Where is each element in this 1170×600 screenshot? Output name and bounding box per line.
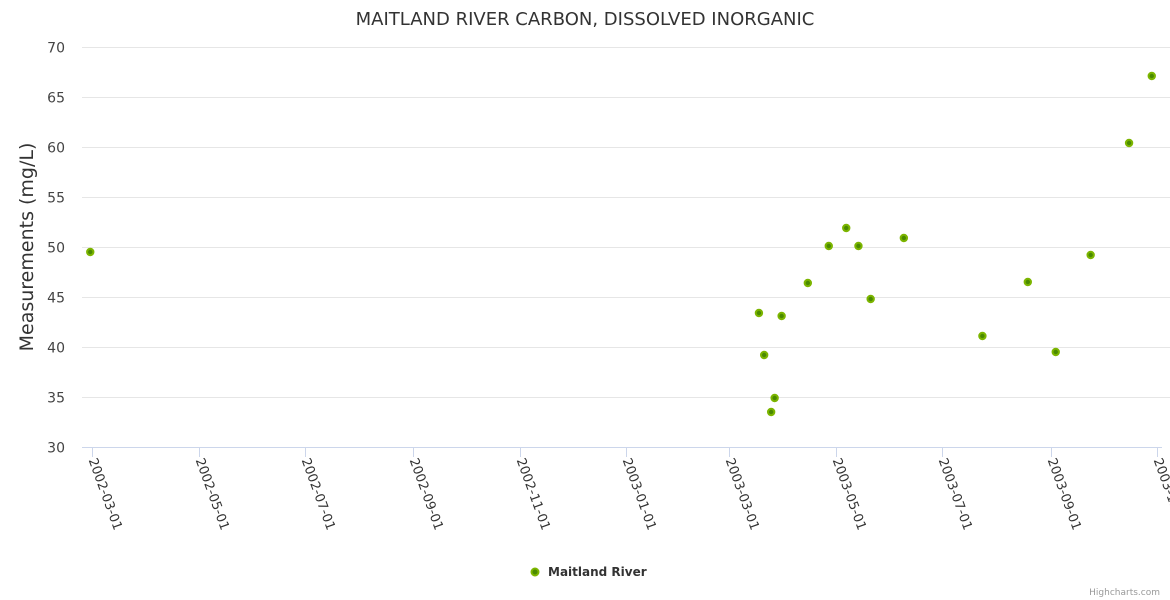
- y-tick-label: 30: [47, 441, 65, 457]
- y-tick-label: 65: [47, 91, 65, 107]
- y-axis-label: Measurements (mg/L): [16, 143, 38, 352]
- y-axis-ticks: 30 35 40 45 50 55 60 65 70: [47, 41, 65, 457]
- y-tick-label: 35: [47, 391, 65, 407]
- grid-lines: [82, 47, 1170, 398]
- data-point[interactable]: [766, 407, 776, 417]
- y-tick-label: 40: [47, 341, 65, 357]
- x-tick-label: 2002-07-01: [298, 456, 338, 532]
- y-tick-label: 50: [47, 241, 65, 257]
- data-point[interactable]: [824, 241, 833, 251]
- data-point[interactable]: [770, 393, 779, 403]
- legend[interactable]: Maitland River: [530, 565, 647, 579]
- y-tick-label: 45: [47, 291, 65, 307]
- x-tick-label: 2003-11-01: [1150, 456, 1170, 532]
- data-point[interactable]: [1023, 277, 1033, 287]
- legend-marker: [530, 567, 540, 577]
- data-points: [86, 71, 1156, 417]
- data-point[interactable]: [803, 278, 813, 288]
- data-point[interactable]: [899, 233, 909, 243]
- data-point[interactable]: [854, 241, 863, 251]
- y-tick-label: 70: [47, 41, 65, 57]
- x-tick-label: 2003-09-01: [1044, 456, 1084, 532]
- x-tick-label: 2002-05-01: [192, 456, 232, 532]
- x-tick-label: 2002-11-01: [513, 456, 553, 532]
- y-tick-label: 55: [47, 191, 65, 207]
- chart-title: MAITLAND RIVER CARBON, DISSOLVED INORGAN…: [356, 9, 815, 30]
- data-point[interactable]: [978, 331, 987, 341]
- x-axis-ticks: 2002-03-01 2002-05-01 2002-07-01 2002-09-01…: [85, 447, 1170, 532]
- data-point[interactable]: [759, 350, 769, 360]
- x-tick-label: 2003-01-01: [619, 456, 659, 532]
- data-point[interactable]: [777, 311, 786, 321]
- data-point[interactable]: [1086, 250, 1095, 260]
- data-point[interactable]: [1051, 347, 1060, 357]
- y-tick-label: 60: [47, 141, 65, 157]
- data-point[interactable]: [842, 223, 851, 233]
- data-point[interactable]: [1124, 138, 1134, 148]
- data-point[interactable]: [1147, 71, 1156, 81]
- x-tick-label: 2002-03-01: [85, 456, 125, 532]
- highcharts-credit[interactable]: Highcharts.com: [1089, 588, 1160, 598]
- data-point[interactable]: [866, 294, 875, 304]
- x-tick-label: 2003-05-01: [829, 456, 869, 532]
- data-point[interactable]: [86, 247, 95, 257]
- x-tick-label: 2002-09-01: [406, 456, 446, 532]
- legend-item-maitland-river[interactable]: Maitland River: [548, 565, 647, 579]
- data-point[interactable]: [754, 308, 764, 318]
- x-tick-label: 2003-07-01: [935, 456, 975, 532]
- x-tick-label: 2003-03-01: [722, 456, 762, 532]
